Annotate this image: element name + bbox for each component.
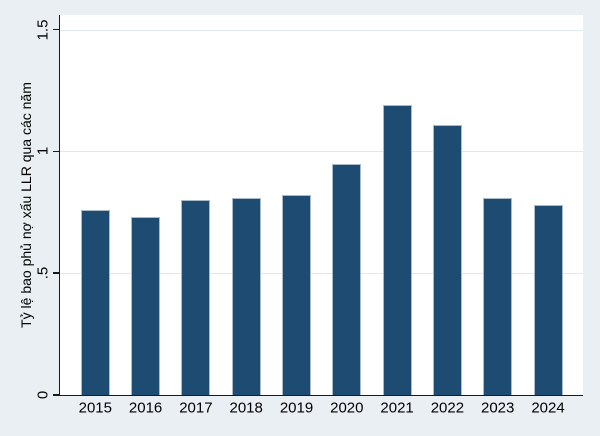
bar-2019 (282, 195, 311, 395)
gridline-y-.5 (59, 273, 583, 275)
x-tick-label-2016: 2016 (128, 399, 163, 417)
plot-area (59, 15, 583, 395)
x-tick-label-2015: 2015 (78, 399, 112, 417)
gridline-y-1.5 (59, 29, 583, 31)
bar-2023 (483, 197, 513, 395)
bar-2015 (80, 209, 110, 395)
y-axis-line (58, 15, 60, 395)
bar-2022 (432, 124, 462, 395)
y-tick-mark-1 (53, 150, 59, 153)
x-tick-label-2020: 2020 (330, 399, 364, 417)
x-tick-label-2022: 2022 (430, 399, 465, 417)
bar-2024 (533, 204, 563, 395)
y-axis-title: Tỷ lệ bao phủ nợ xấu LLR qua các năm (18, 82, 34, 328)
y-tick-label-.5: .5 (34, 266, 52, 280)
x-tick-label-2017: 2017 (179, 399, 213, 417)
gridline-y-1 (59, 151, 583, 153)
x-axis-line (59, 394, 583, 396)
bar-2021 (382, 105, 412, 395)
x-tick-label-2024: 2024 (531, 399, 565, 417)
bar-2018 (231, 197, 261, 395)
x-tick-label-2023: 2023 (481, 399, 515, 417)
bar-2020 (332, 163, 362, 395)
x-tick-label-2018: 2018 (229, 399, 263, 417)
bar-2016 (131, 217, 161, 395)
bar-2017 (181, 200, 211, 395)
y-tick-mark-.5 (53, 272, 59, 274)
y-tick-mark-1.5 (53, 28, 59, 31)
x-tick-label-2019: 2019 (279, 399, 314, 417)
y-tick-label-1.5: 1.5 (34, 19, 52, 40)
y-tick-label-1: 1 (34, 147, 52, 156)
y-tick-mark-0 (53, 394, 59, 396)
y-tick-label-0: 0 (34, 390, 52, 400)
x-tick-label-2021: 2021 (380, 399, 414, 417)
